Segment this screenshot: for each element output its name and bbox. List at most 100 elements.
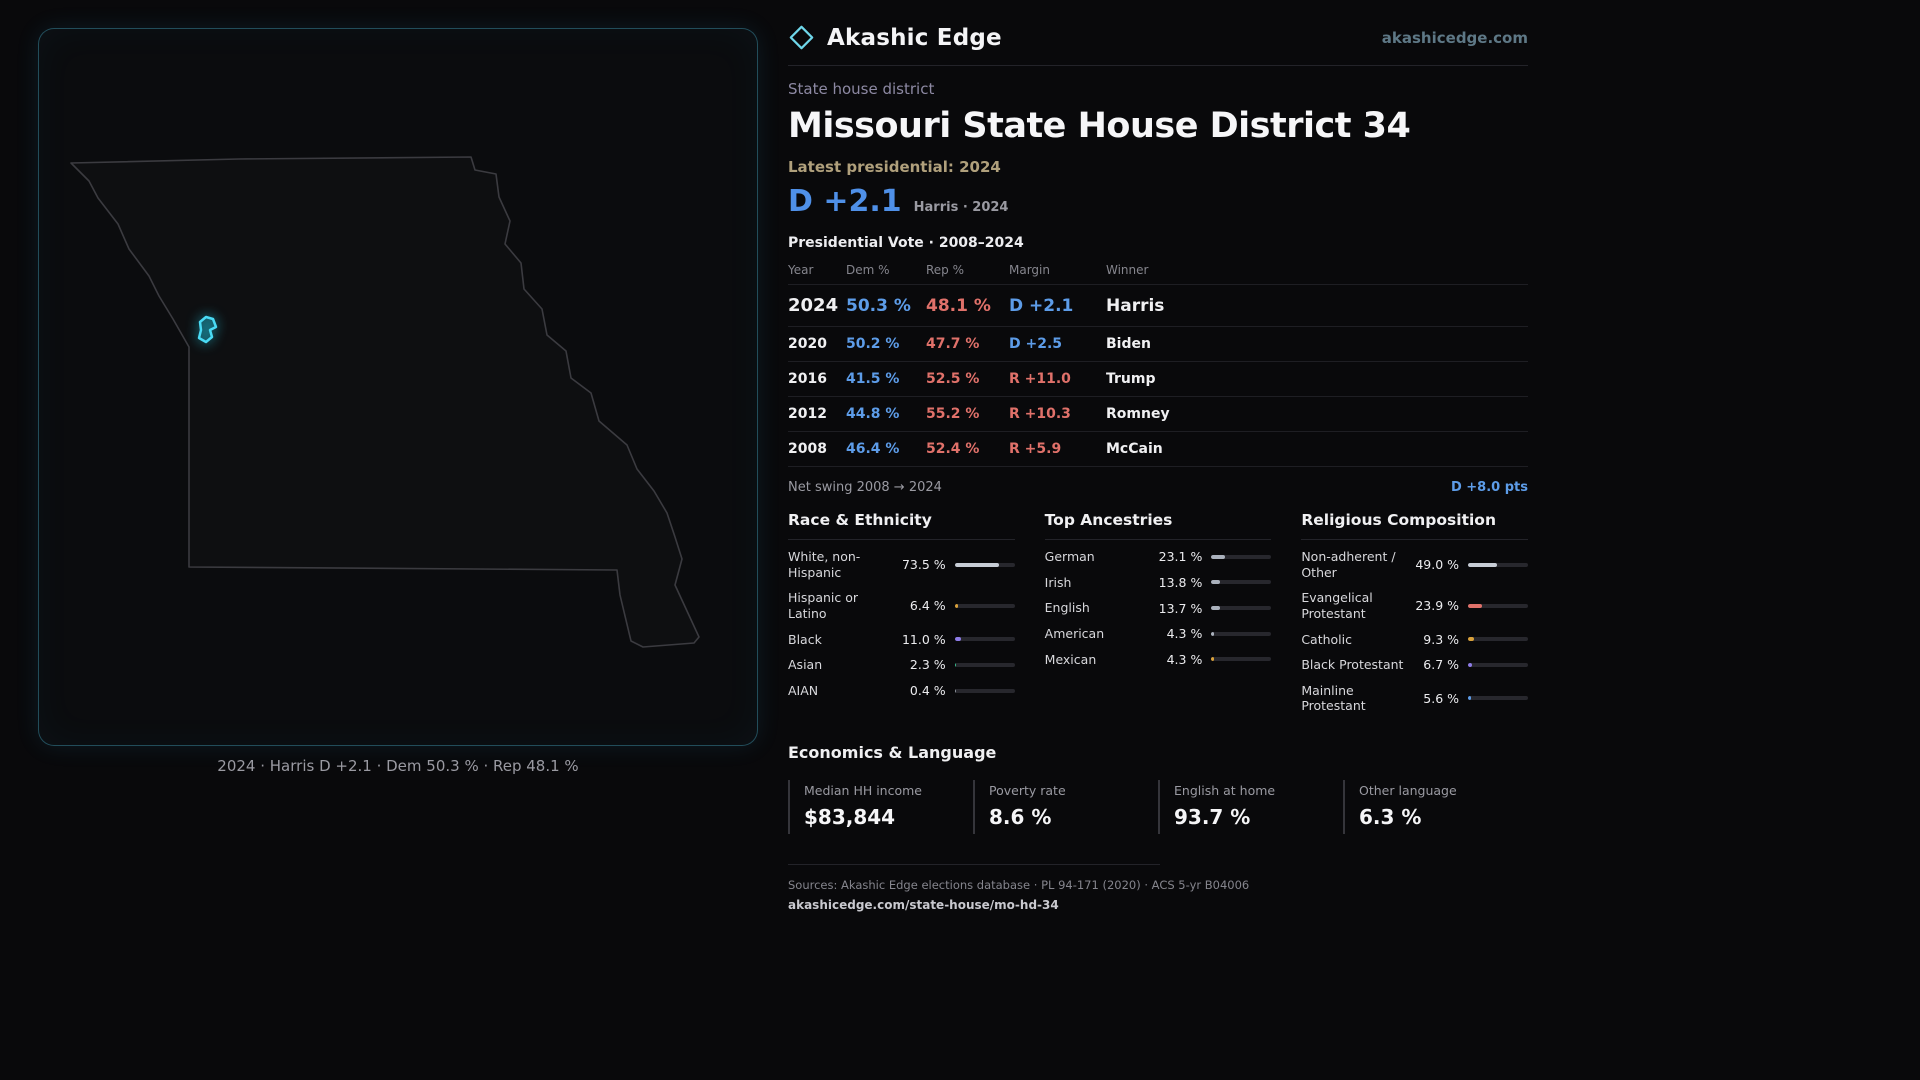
diamond-logo-icon bbox=[789, 25, 814, 50]
cell-dem: 46.4 % bbox=[846, 441, 900, 457]
district-shape[interactable] bbox=[197, 315, 218, 344]
vote-table: Year Dem % Rep % Margin Winner 2024 50.3… bbox=[788, 251, 1528, 467]
stat-median-income: Median HH income $83,844 bbox=[788, 780, 973, 834]
section-title: Top Ancestries bbox=[1044, 511, 1272, 540]
bar-fill bbox=[1468, 696, 1472, 701]
vote-table-title: Presidential Vote · 2008–2024 bbox=[788, 235, 1024, 251]
bar-fill bbox=[1211, 631, 1214, 636]
list-item: Mexican 4.3 % bbox=[1045, 647, 1272, 673]
bar-track bbox=[954, 662, 1015, 667]
bar-track bbox=[954, 603, 1015, 608]
list-item: Irish 13.8 % bbox=[1045, 570, 1272, 596]
demo-label: Mexican bbox=[1044, 651, 1097, 667]
demo-label: Evangelical Protestant bbox=[1301, 590, 1373, 621]
demo-value: 11.0 % bbox=[901, 631, 946, 647]
list-item: Black 11.0 % bbox=[788, 627, 1015, 653]
kicker: State house district bbox=[788, 80, 935, 98]
bar-fill bbox=[1211, 606, 1220, 611]
vote-table-header: Year Dem % Rep % Margin Winner bbox=[788, 251, 1528, 285]
demo-value: 23.1 % bbox=[1158, 549, 1203, 565]
cell-year: 2024 bbox=[788, 295, 839, 316]
col-dem: Dem % bbox=[846, 263, 890, 277]
bar-track bbox=[954, 637, 1015, 642]
state-map-panel bbox=[38, 28, 758, 746]
religion-column: Religious Composition Non-adherent / Oth… bbox=[1301, 511, 1528, 719]
list-item: White, non-Hispanic 73.5 % bbox=[788, 544, 1015, 585]
demo-label: Asian bbox=[788, 657, 823, 673]
table-row: 2024 50.3 % 48.1 % D +2.1 Harris bbox=[788, 285, 1528, 327]
bar-fill bbox=[1468, 603, 1483, 608]
demo-label: Black bbox=[788, 631, 822, 647]
bar-fill bbox=[954, 662, 957, 667]
cell-margin: R +10.3 bbox=[1009, 406, 1071, 422]
ancestries-column: Top Ancestries German 23.1 % Irish 13.8 … bbox=[1044, 511, 1272, 719]
cell-year: 2016 bbox=[788, 371, 827, 387]
list-item: Non-adherent / Other 49.0 % bbox=[1301, 544, 1528, 585]
demo-value: 4.3 % bbox=[1166, 626, 1203, 642]
stat-value: $83,844 bbox=[804, 805, 896, 829]
table-row: 2016 41.5 % 52.5 % R +11.0 Trump bbox=[788, 362, 1528, 397]
brand-domain-link[interactable]: akashicedge.com bbox=[1381, 28, 1528, 47]
stat-value: 93.7 % bbox=[1174, 805, 1251, 829]
bar-track bbox=[1211, 631, 1272, 636]
stat-english-at-home: English at home 93.7 % bbox=[1158, 780, 1343, 834]
cell-dem: 50.3 % bbox=[846, 295, 911, 316]
bar-track bbox=[1211, 657, 1272, 662]
bar-track bbox=[1468, 662, 1528, 667]
list-item: Asian 2.3 % bbox=[788, 652, 1015, 678]
cell-dem: 50.2 % bbox=[846, 336, 900, 352]
stat-label: Median HH income bbox=[804, 783, 922, 798]
cell-year: 2008 bbox=[788, 441, 827, 457]
list-item: Hispanic or Latino 6.4 % bbox=[788, 585, 1015, 626]
table-row: 2008 46.4 % 52.4 % R +5.9 McCain bbox=[788, 432, 1528, 467]
stat-label: Other language bbox=[1359, 783, 1457, 798]
header: Akashic Edge akashicedge.com bbox=[788, 24, 1528, 66]
footer-divider bbox=[788, 864, 1160, 865]
stat-other-language: Other language 6.3 % bbox=[1343, 780, 1528, 834]
bar-fill bbox=[1468, 662, 1473, 667]
demo-value: 5.6 % bbox=[1423, 690, 1459, 706]
col-rep: Rep % bbox=[926, 263, 965, 277]
cell-winner: Romney bbox=[1106, 406, 1170, 422]
headline-margin-row: D +2.1 Harris · 2024 bbox=[788, 184, 1528, 219]
bar-track bbox=[1468, 562, 1528, 567]
demo-value: 9.3 % bbox=[1423, 631, 1459, 647]
permalink[interactable]: akashicedge.com/state-house/mo-hd-34 bbox=[788, 898, 1059, 912]
list-item: American 4.3 % bbox=[1045, 621, 1272, 647]
list-item: English 13.7 % bbox=[1045, 595, 1272, 621]
latest-presidential-label: Latest presidential: 2024 bbox=[788, 158, 1001, 176]
brand-name: Akashic Edge bbox=[827, 24, 1002, 51]
bar-fill bbox=[954, 637, 962, 642]
demo-label: Catholic bbox=[1301, 631, 1353, 647]
bar-track bbox=[954, 562, 1015, 567]
race-ethnicity-column: Race & Ethnicity White, non-Hispanic 73.… bbox=[788, 511, 1015, 719]
cell-rep: 52.4 % bbox=[926, 441, 980, 457]
net-swing-value: D +8.0 pts bbox=[1450, 480, 1528, 495]
net-swing-row: Net swing 2008 → 2024 D +8.0 pts bbox=[788, 467, 1528, 495]
cell-rep: 52.5 % bbox=[926, 371, 980, 387]
cell-margin: R +5.9 bbox=[1009, 441, 1062, 457]
demo-value: 13.8 % bbox=[1158, 574, 1203, 590]
section-title: Religious Composition bbox=[1301, 511, 1528, 540]
bar-track bbox=[1468, 603, 1528, 608]
list-item: AIAN 0.4 % bbox=[788, 678, 1015, 704]
bar-fill bbox=[954, 562, 999, 567]
demo-label: German bbox=[1044, 549, 1095, 564]
list-item: German 23.1 % bbox=[1045, 544, 1272, 570]
cell-year: 2020 bbox=[788, 336, 827, 352]
stat-value: 8.6 % bbox=[989, 805, 1052, 829]
col-winner: Winner bbox=[1106, 263, 1149, 277]
bar-track bbox=[1211, 580, 1272, 585]
cell-winner: McCain bbox=[1106, 441, 1163, 457]
demo-value: 6.4 % bbox=[909, 598, 946, 614]
cell-dem: 41.5 % bbox=[846, 371, 900, 387]
footer: Sources: Akashic Edge elections database… bbox=[788, 864, 1528, 913]
missouri-map bbox=[70, 156, 700, 648]
cell-rep: 47.7 % bbox=[926, 336, 980, 352]
sources-line: Sources: Akashic Edge elections database… bbox=[788, 878, 1250, 892]
demo-label: White, non-Hispanic bbox=[788, 549, 861, 580]
bar-fill bbox=[954, 688, 957, 693]
page-title: Missouri State House District 34 bbox=[788, 106, 1411, 146]
cell-rep: 55.2 % bbox=[926, 406, 980, 422]
